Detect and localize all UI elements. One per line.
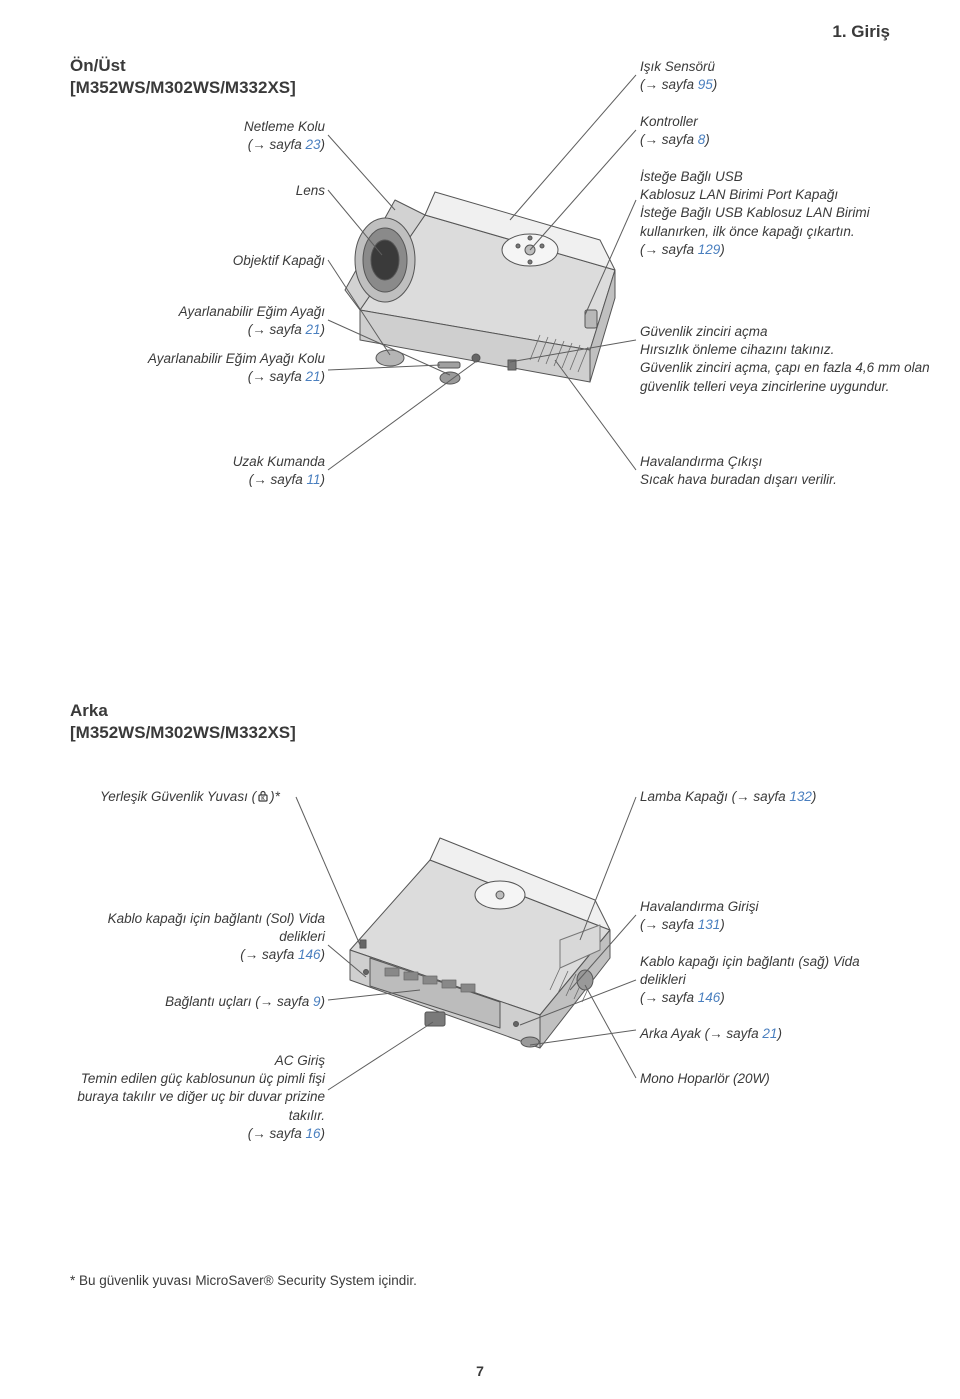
label-security-chain: Güvenlik zinciri açma Hırsızlık önleme c… — [640, 323, 930, 396]
label-lamp-cover: Lamba Kapağı (→ sayfa 132) — [640, 788, 930, 806]
label-security-slot: Yerleşik Güvenlik Yuvası (K)* — [100, 788, 280, 806]
label-vent-in: Havalandırma Girişi (→ sayfa 131) — [640, 898, 930, 934]
label-vent-out: Havalandırma Çıkışı Sıcak hava buradan d… — [640, 453, 930, 489]
label-ac-in: AC Giriş Temin edilen güç kablosunun üç … — [65, 1052, 325, 1143]
front-title-1: Ön/Üst — [70, 56, 126, 75]
footnote: * Bu güvenlik yuvası MicroSaver® Securit… — [70, 1273, 417, 1288]
label-lens: Lens — [65, 182, 325, 200]
label-holes-left: Kablo kapağı için bağlantı (Sol) Vida de… — [65, 910, 325, 965]
label-holes-right: Kablo kapağı için bağlantı (sağ) Vida de… — [640, 953, 930, 1008]
back-title-1: Arka — [70, 701, 108, 720]
page-header: 1. Giriş — [832, 22, 890, 42]
label-tilt-foot: Ayarlanabilir Eğim Ayağı (→ sayfa 21) — [65, 303, 325, 339]
label-light-sensor: Işık Sensörü (→ sayfa 95) — [640, 58, 930, 94]
section-front-title: Ön/Üst [M352WS/M302WS/M332XS] — [70, 55, 296, 99]
label-remote: Uzak Kumanda (→ sayfa 11) — [65, 453, 325, 489]
svg-text:K: K — [261, 796, 265, 802]
label-focus-lever: Netleme Kolu (→ sayfa 23) — [65, 118, 325, 154]
projector-back-illustration — [330, 790, 630, 1050]
back-title-2: [M352WS/M302WS/M332XS] — [70, 723, 296, 742]
section-back-title: Arka [M352WS/M302WS/M332XS] — [70, 700, 296, 744]
label-speaker: Mono Hoparlör (20W) — [640, 1070, 930, 1088]
projector-front-illustration — [330, 100, 630, 390]
label-controls: Kontroller (→ sayfa 8) — [640, 113, 930, 149]
page-number: 7 — [476, 1363, 484, 1379]
label-usb-cover: İsteğe Bağlı USB Kablosuz LAN Birimi Por… — [640, 168, 930, 259]
label-rear-foot: Arka Ayak (→ sayfa 21) — [640, 1025, 930, 1043]
label-lens-cover: Objektif Kapağı — [65, 252, 325, 270]
front-title-2: [M352WS/M302WS/M332XS] — [70, 78, 296, 97]
label-tilt-lever: Ayarlanabilir Eğim Ayağı Kolu (→ sayfa 2… — [65, 350, 325, 386]
label-connectors: Bağlantı uçları (→ sayfa 9) — [65, 993, 325, 1011]
